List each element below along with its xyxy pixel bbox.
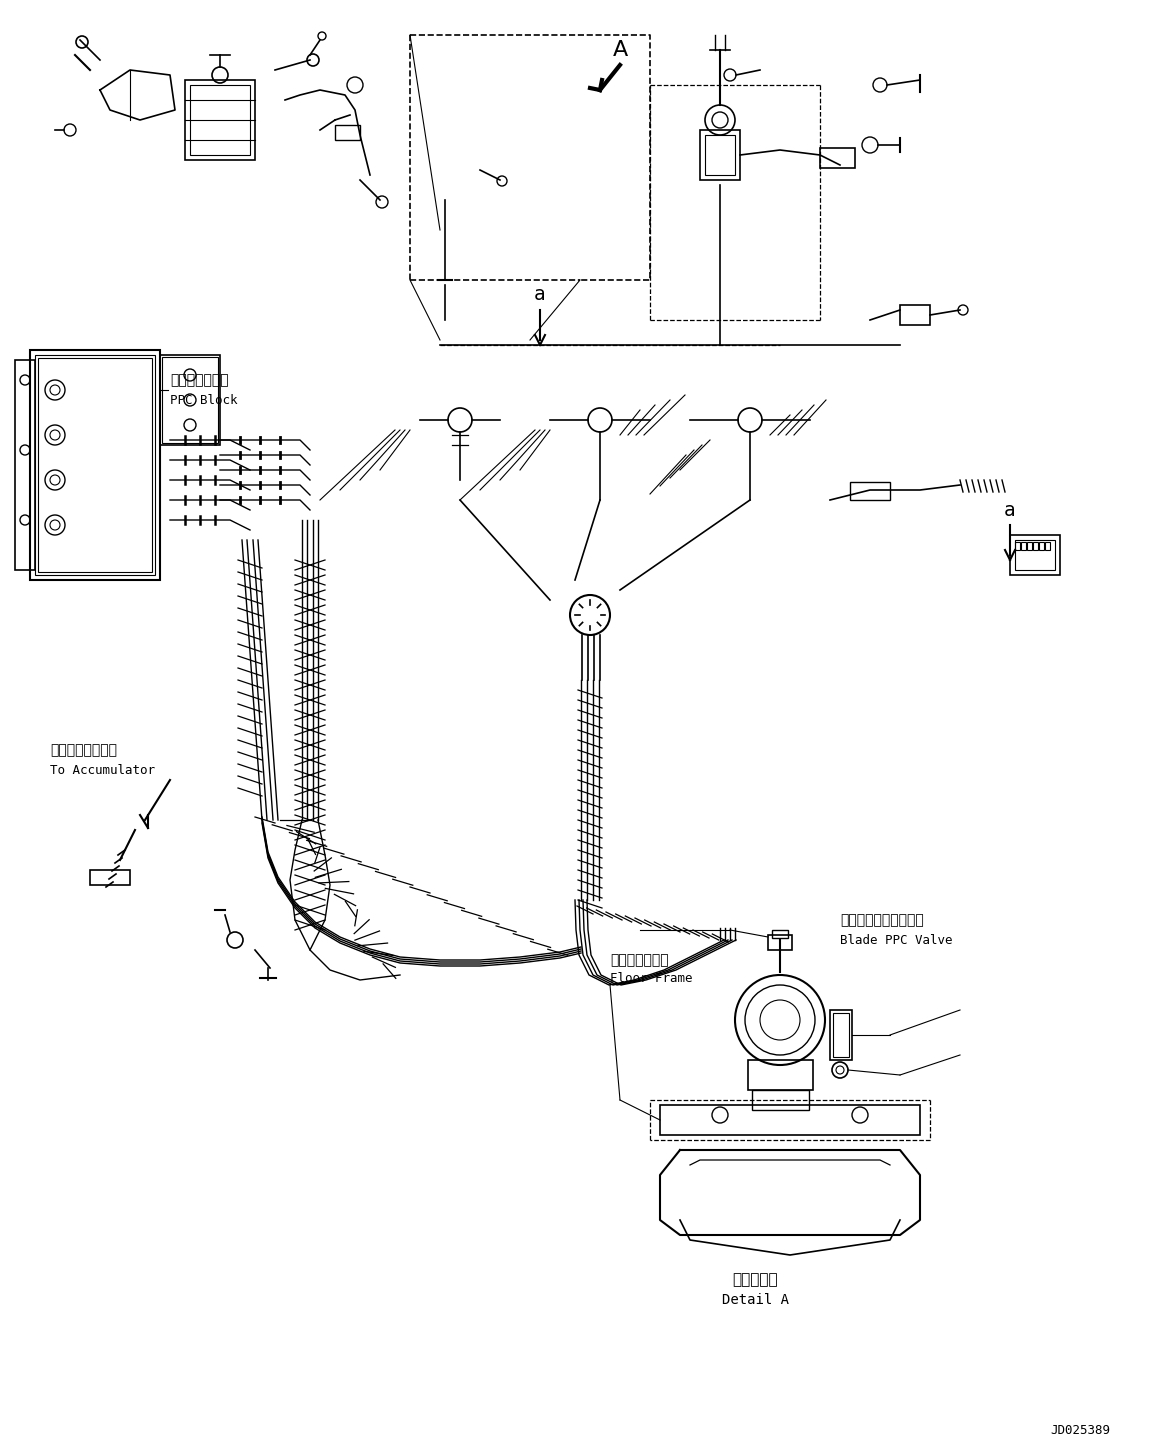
Text: a: a — [1004, 500, 1015, 520]
Bar — [820, 148, 855, 169]
Bar — [768, 934, 792, 950]
Bar — [772, 930, 789, 939]
Text: To Accumulator: To Accumulator — [50, 763, 155, 776]
Text: PPC Block: PPC Block — [170, 394, 237, 407]
Bar — [35, 355, 155, 575]
Text: フロアフレーム: フロアフレーム — [611, 953, 669, 968]
Bar — [1027, 542, 1032, 551]
Bar — [752, 1090, 809, 1110]
Bar — [1039, 542, 1044, 551]
Bar — [748, 1061, 813, 1090]
Text: a: a — [534, 285, 545, 305]
Bar — [900, 305, 930, 325]
Bar — [1046, 542, 1050, 551]
Bar — [850, 482, 890, 500]
Bar — [659, 1104, 920, 1135]
Bar — [1021, 542, 1026, 551]
Bar — [162, 357, 217, 443]
Bar — [705, 135, 735, 174]
Bar — [1015, 541, 1055, 570]
Text: アキュムレータへ: アキュムレータへ — [50, 742, 117, 757]
Bar — [335, 125, 361, 139]
Bar — [90, 870, 130, 885]
Bar — [15, 360, 35, 570]
Bar — [1009, 535, 1059, 575]
Text: ブレードＰＰＣバルブ: ブレードＰＰＣバルブ — [840, 912, 923, 927]
Text: Detail A: Detail A — [721, 1293, 789, 1308]
Bar — [38, 357, 152, 572]
Text: A: A — [613, 41, 628, 60]
Bar — [830, 1010, 852, 1061]
Bar — [190, 84, 250, 155]
Bar — [1015, 542, 1020, 551]
Text: JD025389: JD025389 — [1050, 1424, 1110, 1437]
Text: Blade PPC Valve: Blade PPC Valve — [840, 933, 952, 946]
Bar — [1033, 542, 1039, 551]
Bar — [833, 1013, 849, 1056]
Bar — [700, 129, 740, 180]
Circle shape — [705, 105, 735, 135]
Text: Floor Frame: Floor Frame — [611, 972, 692, 985]
Bar — [30, 350, 160, 580]
Bar — [185, 80, 255, 160]
Text: ＰＰＣブロック: ＰＰＣブロック — [170, 373, 229, 386]
Bar — [160, 355, 220, 445]
Text: Ａ　詳　細: Ａ 詳 細 — [733, 1273, 778, 1287]
